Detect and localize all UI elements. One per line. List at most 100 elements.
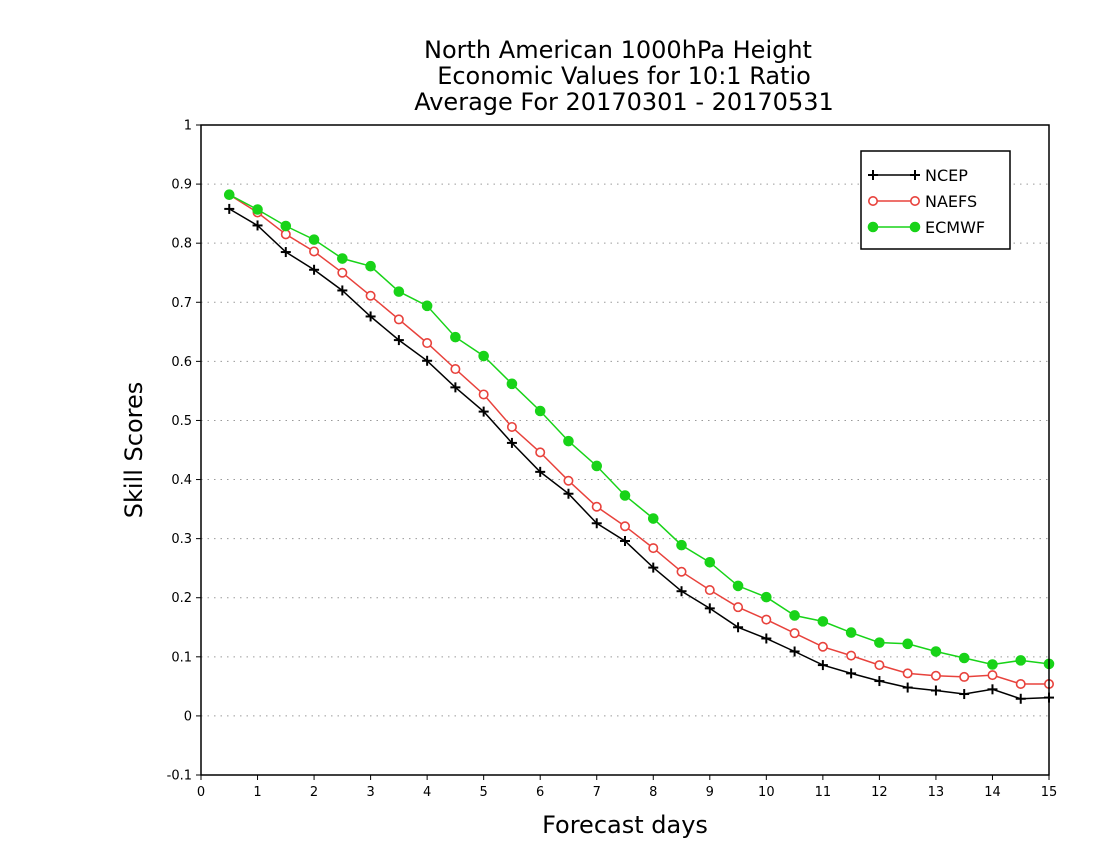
data-point [704,603,715,614]
series-line [228,194,1049,685]
data-point [789,610,800,621]
data-point [393,314,404,325]
data-point [620,536,630,546]
data-point [958,652,970,664]
y-tick-label: 0.4 [171,473,192,488]
data-point [591,460,603,472]
data-point [676,566,687,577]
data-point [280,247,291,258]
y-tick-label: 0.9 [171,178,192,193]
series-line [228,208,1050,700]
data-point [337,267,348,278]
y-tick-label: 0 [184,709,192,724]
data-point [1015,655,1027,666]
legend-item-ecmwf: ECMWF [867,218,985,237]
data-point [733,602,744,613]
series-line [228,194,1050,666]
data-point [732,580,744,592]
x-axis-ticks: 0 1 2 3 4 5 6 7 8 9 10 11 12 13 14 15 [197,775,1057,800]
data-point [619,521,630,532]
data-point [676,539,687,551]
data-point [591,518,602,529]
data-point [252,204,263,215]
legend-label: NAEFS [925,192,977,211]
grid-lines [201,183,1049,717]
data-point [867,196,878,207]
y-tick-label: 0.8 [171,237,192,252]
data-point [910,170,920,180]
data-point [450,331,461,343]
legend-label: NCEP [925,166,968,185]
data-point [874,660,885,671]
y-tick-label: 0.7 [171,296,192,311]
x-tick-label: 2 [310,785,318,800]
plot-frame [200,124,1050,776]
data-point [987,684,998,695]
legend-item-naefs: NAEFS [867,192,977,211]
x-tick-label: 7 [593,785,601,800]
y-tick-label: 0.5 [171,414,192,429]
data-point [987,670,998,681]
x-tick-label: 12 [871,785,888,800]
data-point [902,682,913,693]
data-point [959,671,970,682]
data-point [648,543,659,554]
series-ncep [224,203,1054,704]
x-tick-label: 14 [984,785,1001,800]
data-point [789,628,800,639]
data-point [647,513,659,524]
x-axis-label: Forecast days [542,811,708,839]
x-tick-label: 13 [928,785,945,800]
data-point [1015,678,1026,689]
data-point [308,234,320,245]
data-point [534,405,546,417]
data-point [902,668,913,679]
data-point [619,490,631,501]
data-point [309,246,320,257]
data-point [930,685,941,696]
data-point [817,616,829,627]
data-point [450,382,461,393]
title-line-1: North American 1000hPa Height [424,36,812,64]
x-tick-label: 8 [649,785,657,800]
x-tick-label: 5 [480,785,488,800]
data-point [704,585,715,596]
legend-label: ECMWF [925,218,985,237]
data-point [422,338,433,349]
data-point [280,220,292,232]
chart-title: North American 1000hPa Height Economic V… [414,36,834,116]
data-point [867,221,879,233]
y-tick-label: 0.1 [171,650,192,665]
data-point [676,586,687,597]
data-point [845,627,857,638]
data-point [817,641,828,652]
data-point [868,170,878,180]
data-point [478,350,489,362]
data-point [450,364,461,375]
data-point [365,260,376,272]
x-tick-label: 11 [815,785,832,800]
data-point [421,300,433,312]
data-point [789,646,800,657]
data-point [930,646,942,657]
data-point [535,466,546,477]
y-axis-label: Skill Scores [120,382,148,519]
x-tick-label: 6 [536,785,544,800]
data-point [874,637,885,648]
legend-box [860,150,1011,250]
data-point [422,355,433,366]
data-point [478,389,489,400]
y-tick-label: 0.3 [171,532,192,547]
data-point [761,614,772,625]
data-point [704,556,716,568]
data-point [846,668,857,679]
y-tick-label: 0.2 [171,591,192,606]
data-point [1015,693,1026,704]
x-tick-label: 4 [423,785,431,800]
data-point [648,562,659,573]
data-point [478,406,489,417]
title-line-3: Average For 20170301 - 20170531 [414,88,834,116]
data-point [563,435,574,447]
x-tick-label: 9 [706,785,714,800]
